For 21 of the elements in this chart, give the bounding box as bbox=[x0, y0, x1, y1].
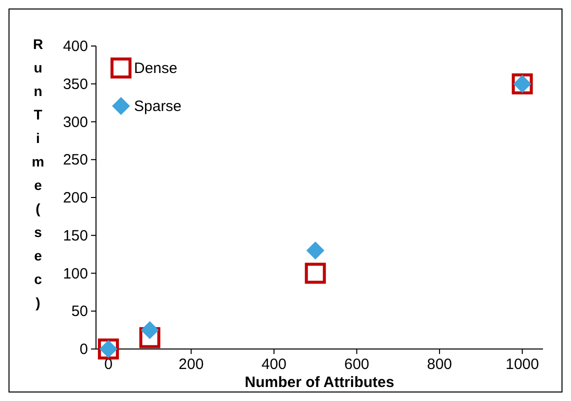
y-tick-label: 150 bbox=[62, 227, 88, 244]
x-tick-label: 400 bbox=[261, 356, 286, 373]
x-tick-label: 600 bbox=[344, 356, 370, 373]
y-tick-label: 300 bbox=[62, 114, 88, 131]
x-tick-label: 800 bbox=[427, 356, 452, 373]
y-tick-label: 200 bbox=[62, 190, 88, 206]
text: Run Time(sec) bbox=[32, 36, 44, 310]
point bbox=[306, 242, 324, 260]
legend-label: Sparse bbox=[134, 98, 182, 115]
legend-label: Dense bbox=[134, 60, 178, 77]
y-tick-label: 0 bbox=[80, 341, 88, 358]
x-tick-label: 1000 bbox=[506, 356, 539, 373]
point bbox=[304, 262, 326, 284]
y-tick-label: 400 bbox=[62, 38, 88, 55]
x-axis-title: Number of Attributes bbox=[244, 374, 394, 391]
y-tick-label: 50 bbox=[71, 303, 88, 320]
x-tick-label: 200 bbox=[178, 356, 204, 373]
y-tick-label: 100 bbox=[62, 265, 88, 282]
point bbox=[140, 321, 159, 340]
y-tick-label: 350 bbox=[62, 76, 88, 93]
y-tick-label: 250 bbox=[62, 152, 88, 169]
